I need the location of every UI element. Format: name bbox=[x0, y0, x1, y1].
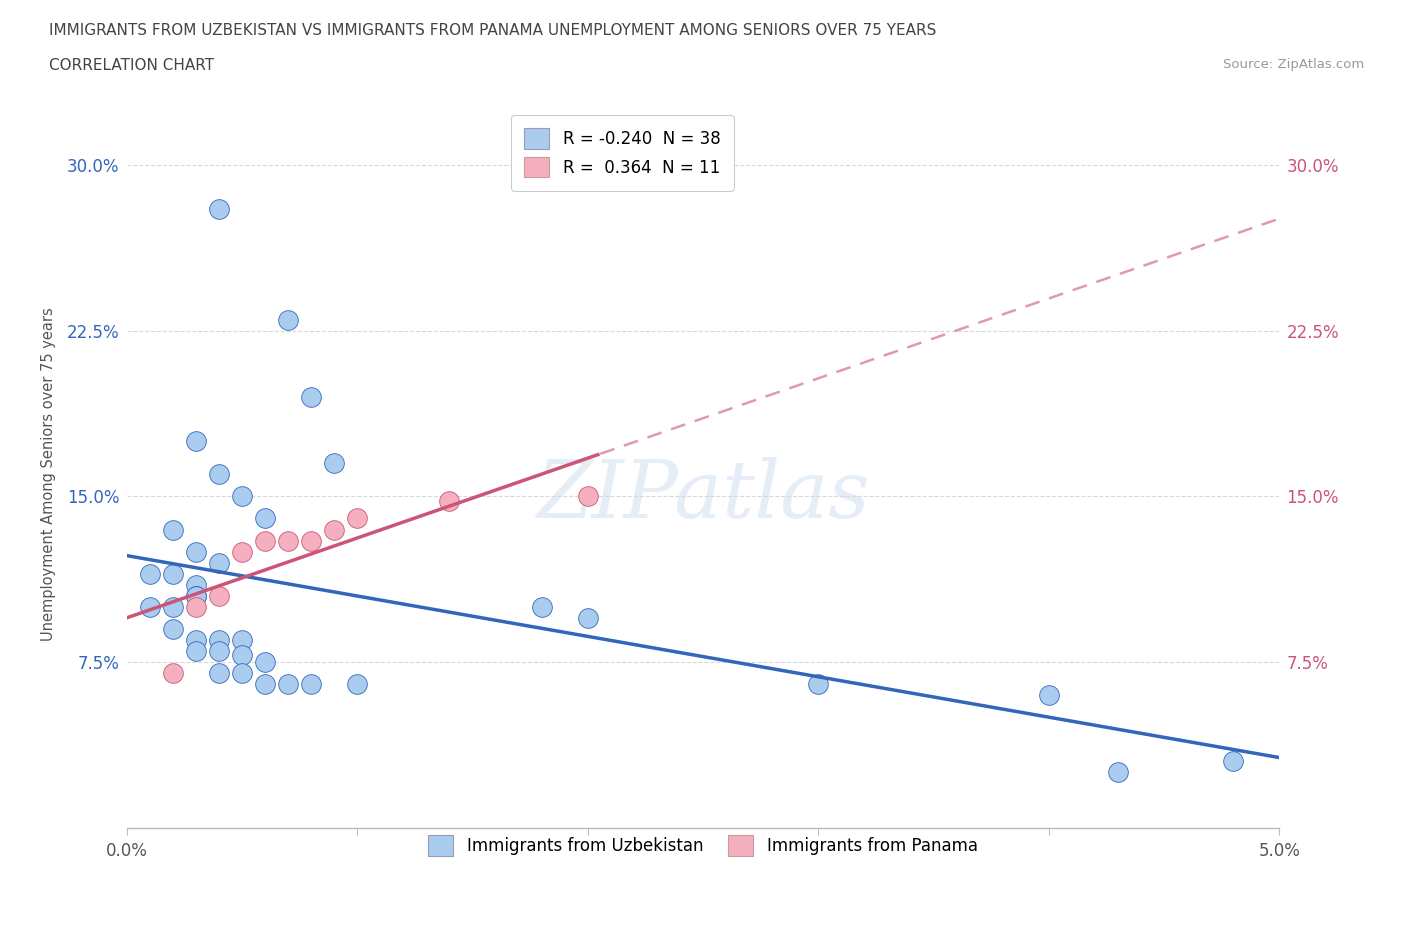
Point bbox=[299, 533, 322, 548]
Point bbox=[208, 632, 231, 647]
Point bbox=[208, 467, 231, 482]
Point bbox=[231, 544, 253, 559]
Point bbox=[208, 555, 231, 570]
Point bbox=[138, 600, 160, 615]
Point bbox=[807, 677, 830, 692]
Point bbox=[576, 610, 599, 625]
Point bbox=[253, 655, 276, 670]
Point bbox=[277, 677, 299, 692]
Text: Source: ZipAtlas.com: Source: ZipAtlas.com bbox=[1223, 58, 1364, 71]
Point bbox=[162, 600, 184, 615]
Point bbox=[162, 566, 184, 581]
Point bbox=[184, 600, 207, 615]
Point bbox=[277, 312, 299, 327]
Point bbox=[208, 202, 231, 217]
Text: ZIPatlas: ZIPatlas bbox=[536, 457, 870, 534]
Point bbox=[1222, 754, 1244, 769]
Point bbox=[162, 666, 184, 681]
Point bbox=[253, 533, 276, 548]
Point bbox=[439, 493, 461, 508]
Text: IMMIGRANTS FROM UZBEKISTAN VS IMMIGRANTS FROM PANAMA UNEMPLOYMENT AMONG SENIORS : IMMIGRANTS FROM UZBEKISTAN VS IMMIGRANTS… bbox=[49, 23, 936, 38]
Text: CORRELATION CHART: CORRELATION CHART bbox=[49, 58, 214, 73]
Y-axis label: Unemployment Among Seniors over 75 years: Unemployment Among Seniors over 75 years bbox=[41, 308, 56, 641]
Point bbox=[208, 589, 231, 604]
Point bbox=[184, 644, 207, 658]
Point bbox=[162, 522, 184, 537]
Point bbox=[1038, 688, 1060, 703]
Point bbox=[576, 489, 599, 504]
Point bbox=[253, 677, 276, 692]
Point bbox=[231, 632, 253, 647]
Point bbox=[208, 644, 231, 658]
Point bbox=[299, 390, 322, 405]
Point bbox=[253, 512, 276, 526]
Point bbox=[231, 648, 253, 663]
Point bbox=[323, 456, 346, 471]
Point bbox=[231, 489, 253, 504]
Point bbox=[1107, 765, 1129, 780]
Point bbox=[184, 578, 207, 592]
Point bbox=[138, 566, 160, 581]
Point bbox=[277, 533, 299, 548]
Point bbox=[162, 621, 184, 636]
Point bbox=[323, 522, 346, 537]
Point bbox=[184, 589, 207, 604]
Point bbox=[184, 544, 207, 559]
Point bbox=[184, 632, 207, 647]
Point bbox=[184, 589, 207, 604]
Legend: Immigrants from Uzbekistan, Immigrants from Panama: Immigrants from Uzbekistan, Immigrants f… bbox=[415, 822, 991, 869]
Point bbox=[346, 677, 368, 692]
Point bbox=[299, 677, 322, 692]
Point bbox=[184, 433, 207, 448]
Point bbox=[346, 512, 368, 526]
Point bbox=[208, 666, 231, 681]
Point bbox=[231, 666, 253, 681]
Point bbox=[530, 600, 553, 615]
